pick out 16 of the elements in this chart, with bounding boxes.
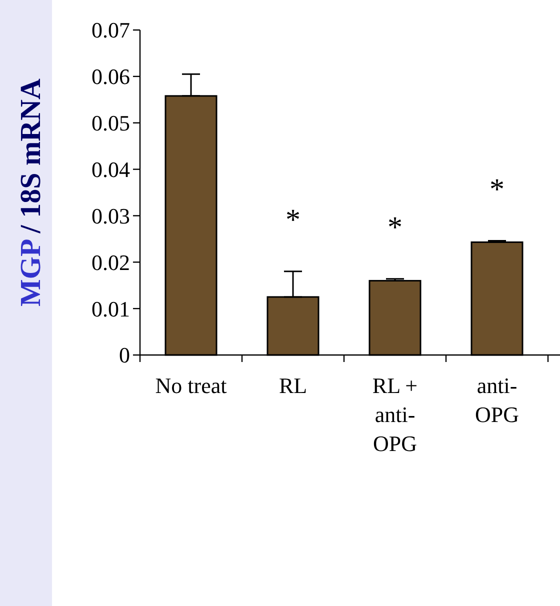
y-tick-label: 0.04 xyxy=(92,156,130,182)
x-tick-label: No treat xyxy=(155,373,227,398)
annotation: * xyxy=(286,203,300,236)
x-tick-label: anti-OPG xyxy=(474,373,520,427)
y-tick-label: 0 xyxy=(119,342,130,368)
annotation: * xyxy=(388,210,402,244)
annotation: * xyxy=(490,172,504,206)
y-tick-label: 0.07 xyxy=(92,18,130,43)
y-tick-label: 0.01 xyxy=(92,296,130,322)
x-tick-label: RL xyxy=(278,373,308,398)
y-tick-label: 0.05 xyxy=(92,110,130,136)
x-tick-label: RL + anti-OPG xyxy=(372,373,418,456)
y-tick-label: 0.02 xyxy=(92,250,130,275)
y-tick-label: 0.06 xyxy=(92,64,130,90)
y-axis-title: MGP / 18S mRNA xyxy=(15,78,47,306)
y-tick-label: 0.03 xyxy=(92,203,130,228)
